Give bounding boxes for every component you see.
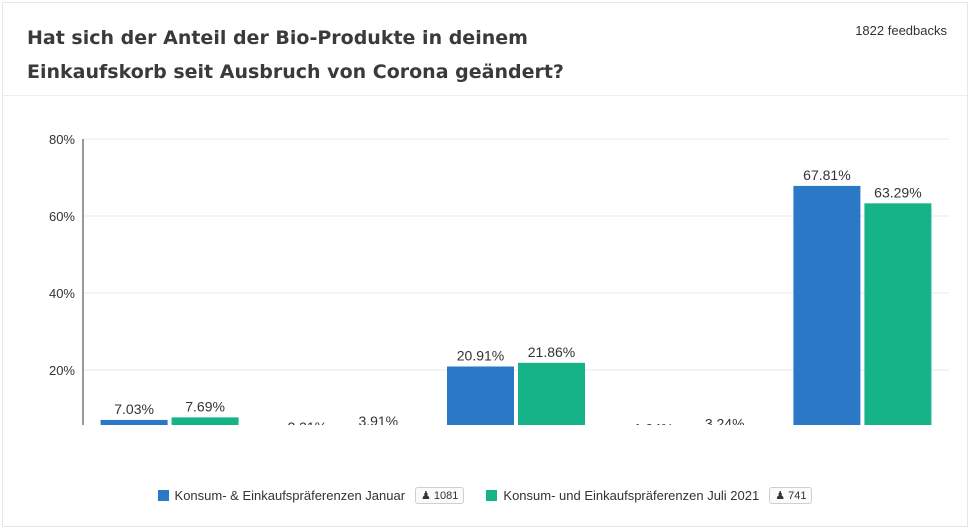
bar-value-label: 3.91% bbox=[358, 413, 398, 425]
bar bbox=[518, 362, 585, 425]
bar bbox=[864, 203, 932, 425]
bar bbox=[171, 417, 239, 425]
bar-value-label: 1.94% bbox=[634, 421, 674, 425]
chart-legend: Konsum- & Einkaufspräferenzen Januar ♟ 1… bbox=[3, 487, 967, 504]
bar-value-label: 7.03% bbox=[114, 401, 154, 417]
bar-value-label: 2.31% bbox=[287, 419, 327, 425]
legend-item-january[interactable]: Konsum- & Einkaufspräferenzen Januar ♟ 1… bbox=[157, 487, 465, 504]
y-tick-label: 80% bbox=[49, 132, 75, 147]
bar bbox=[100, 419, 168, 425]
y-tick-label: 40% bbox=[49, 286, 75, 301]
bar-value-label: 7.69% bbox=[185, 398, 225, 414]
person-icon: ♟ bbox=[775, 490, 786, 502]
respondent-count-badge-july-2021: ♟ 741 bbox=[769, 487, 813, 504]
question-title: Hat sich der Anteil der Bio-Produkte in … bbox=[27, 27, 564, 83]
legend-item-july-2021[interactable]: Konsum- und Einkaufspräferenzen Juli 202… bbox=[486, 487, 813, 504]
legend-label-january: Konsum- & Einkaufspräferenzen Januar bbox=[174, 488, 406, 503]
bar-value-label: 3.24% bbox=[705, 416, 745, 425]
person-icon: ♟ bbox=[421, 490, 431, 502]
bar bbox=[447, 366, 514, 425]
card-header: Hat sich der Anteil der Bio-Produkte in … bbox=[3, 3, 967, 96]
bar bbox=[793, 185, 861, 425]
bar-chart: 0%20%40%60%80%7.03%7.69%Ja, deutlich meh… bbox=[49, 132, 949, 425]
legend-swatch-july-2021 bbox=[486, 490, 498, 501]
respondent-count-july-2021: 741 bbox=[788, 489, 807, 502]
respondent-count-january: 1081 bbox=[433, 489, 459, 502]
feedback-count: 1822 feedbacks bbox=[855, 23, 947, 38]
bar-value-label: 67.81% bbox=[803, 167, 850, 183]
legend-label-july-2021: Konsum- und Einkaufspräferenzen Juli 202… bbox=[503, 488, 760, 503]
respondent-count-badge-january: ♟ 1081 bbox=[415, 487, 465, 504]
legend-swatch-january bbox=[157, 490, 169, 501]
y-tick-label: 60% bbox=[49, 209, 75, 224]
y-tick-label: 20% bbox=[49, 363, 75, 378]
bar-value-label: 63.29% bbox=[874, 184, 921, 200]
bar-value-label: 20.91% bbox=[457, 347, 504, 363]
bar-value-label: 21.86% bbox=[528, 344, 575, 360]
